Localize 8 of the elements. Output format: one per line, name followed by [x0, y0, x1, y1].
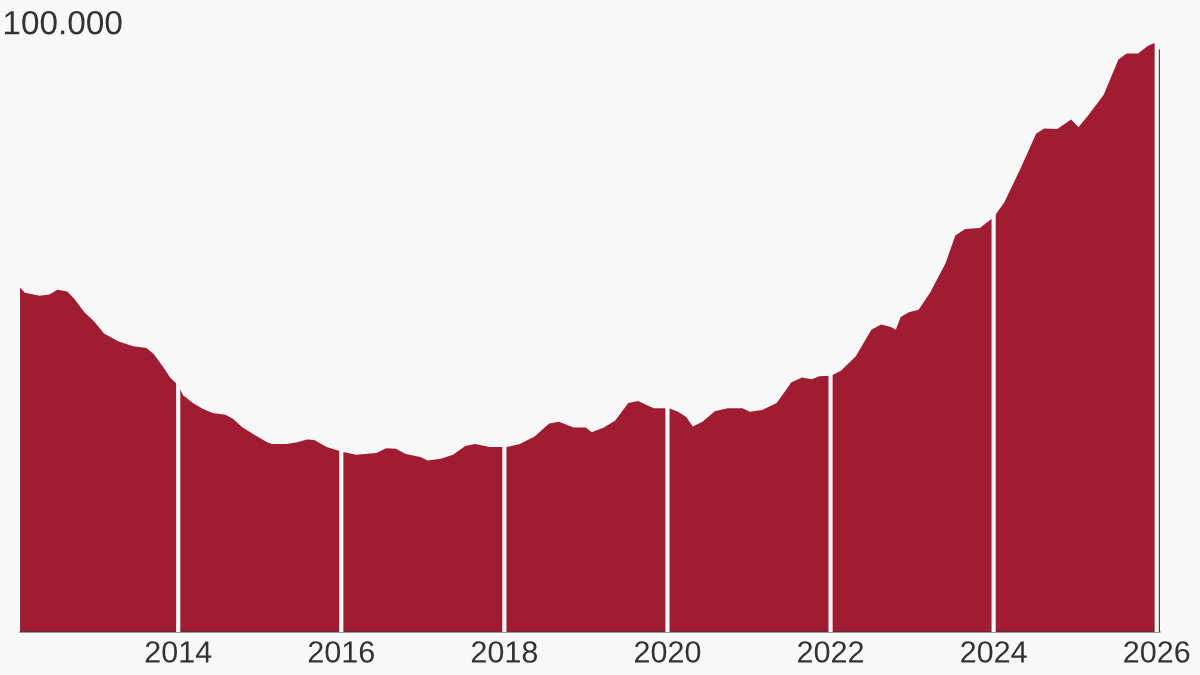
text: 100.000 — [4, 10, 122, 35]
x-tick-label: 2024 — [961, 641, 1027, 663]
x-tick-label: 2020 — [635, 641, 701, 663]
x-tick-label: 2014 — [145, 641, 212, 663]
x-tick-label: 2018 — [471, 641, 538, 663]
x-tick-label: 2022 — [798, 641, 864, 663]
x-tick-label: 2026 — [1124, 641, 1190, 663]
x-tick-label: 2016 — [308, 641, 374, 663]
